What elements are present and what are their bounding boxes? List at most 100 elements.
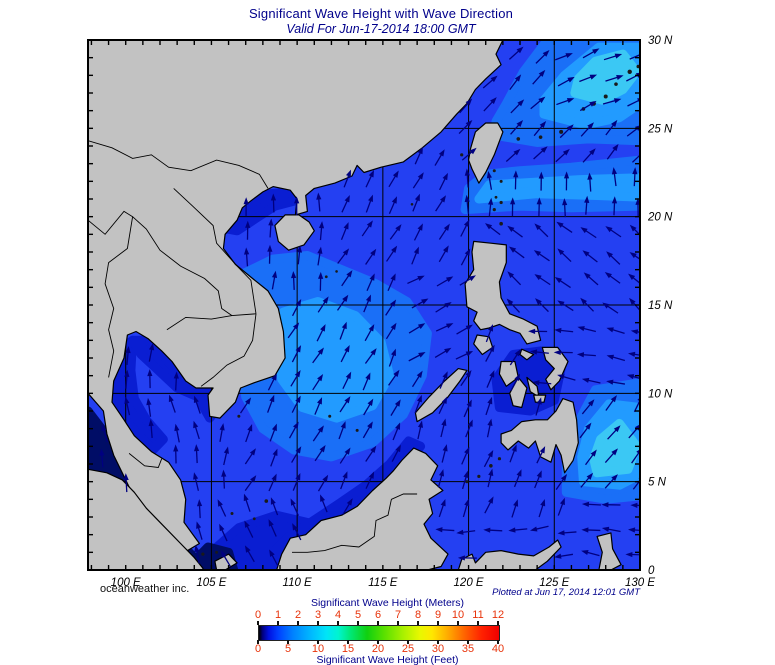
arrow-shaft — [365, 174, 373, 188]
island-dot-17 — [477, 474, 481, 478]
arrow-shaft — [220, 528, 228, 542]
arrow-head — [540, 146, 548, 153]
arrow-shaft — [534, 474, 541, 489]
arrow-shaft — [408, 325, 422, 334]
arrow-shaft — [557, 78, 571, 87]
arrow-head — [443, 245, 449, 253]
arrow-head — [391, 196, 398, 204]
arrow-shaft — [465, 423, 472, 438]
arrow-head — [534, 223, 542, 231]
arrow-shaft — [239, 401, 249, 414]
arrow-head — [269, 549, 275, 557]
arrow-head — [124, 369, 130, 377]
arrow-shaft — [102, 428, 108, 443]
island-dot-5 — [603, 94, 608, 99]
legend-feet-tick-10 — [317, 640, 319, 644]
legend-feet-tick-30 — [437, 640, 439, 644]
arrow-head — [465, 370, 472, 378]
arrow-shaft — [291, 303, 300, 317]
arrow-head — [417, 146, 423, 155]
arrow-shaft — [222, 554, 232, 567]
arrow-shaft — [509, 448, 516, 463]
arrow-shaft — [175, 428, 180, 443]
arrow-shaft — [510, 274, 522, 286]
arrow-shaft — [362, 376, 370, 391]
arrow-head — [627, 527, 636, 533]
legend-feet-tick-5 — [287, 640, 289, 644]
arrow-shaft — [437, 473, 443, 488]
arrow-head — [416, 394, 422, 403]
wave-direction-arrows — [99, 46, 640, 567]
arrow-shaft — [609, 228, 622, 238]
arrow-shaft — [534, 351, 549, 354]
arrow-shaft — [194, 476, 200, 491]
arrow-shaft — [292, 477, 300, 491]
chart-title: Significant Wave Height with Wave Direct… — [248, 6, 514, 21]
arrow-shaft — [293, 527, 302, 541]
arrow-head — [592, 48, 600, 55]
arrow-head — [294, 370, 301, 378]
arrow-shaft — [343, 173, 350, 188]
legend-meters-value-8: 8 — [414, 609, 422, 621]
arrow-head — [610, 395, 617, 403]
arrow-head — [577, 326, 585, 332]
wave-map: 100 E 105 E 110 E 115 E 120 E 125 E 130 E 30 N 2… — [87, 35, 673, 589]
legend-meters-value-1: 1 — [274, 609, 282, 621]
arrow-head — [466, 399, 472, 407]
arrow-shaft — [411, 251, 418, 265]
arrow-shaft — [460, 252, 469, 266]
arrow-head — [559, 497, 565, 506]
arrow-shaft — [606, 304, 619, 314]
arrow-shaft — [534, 525, 549, 531]
arrow-head — [221, 469, 227, 477]
arrow-head — [528, 328, 536, 334]
legend-meters-value-3: 3 — [314, 609, 322, 621]
arrow-shaft — [365, 475, 373, 489]
legend-feet-tick-40 — [497, 640, 499, 644]
arrow-shaft — [440, 528, 455, 532]
arrow-shaft — [438, 227, 448, 240]
island-dot-18 — [489, 463, 493, 468]
arrow-shaft — [364, 351, 375, 364]
arrow-head — [630, 502, 638, 508]
arrow-shaft — [537, 252, 550, 262]
arrow-head — [391, 348, 396, 357]
arrow-shaft — [271, 275, 276, 290]
arrow-shaft — [342, 502, 351, 515]
arrow-head — [507, 271, 515, 279]
arrow-shaft — [513, 528, 528, 531]
arrow-shaft — [312, 377, 321, 391]
island-dot-21 — [252, 517, 256, 521]
arrow-shaft — [581, 402, 592, 415]
arrow-shaft — [580, 476, 591, 488]
arrow-shaft — [362, 425, 371, 439]
arrow-head — [346, 169, 351, 178]
arrow-shaft — [585, 252, 598, 263]
arrow-shaft — [438, 249, 447, 263]
credit-oceanweather: oceanweather inc. — [100, 583, 190, 595]
arrow-head — [554, 277, 563, 284]
arrow-shaft — [435, 304, 448, 313]
arrow-head — [516, 120, 524, 128]
arrow-shaft — [411, 374, 421, 388]
island-dot-30 — [410, 203, 414, 206]
arrow-head — [538, 96, 546, 104]
arrow-shaft — [631, 451, 640, 464]
arrow-head — [317, 373, 324, 382]
arrow-head — [539, 446, 546, 454]
arrow-head — [318, 271, 324, 279]
arrow-head — [125, 345, 131, 354]
arrow-head — [553, 349, 561, 356]
arrow-head — [589, 148, 596, 156]
arrow-shaft — [197, 526, 203, 540]
arrow-shaft — [607, 428, 618, 440]
arrow-head — [562, 198, 568, 206]
arrow-head — [583, 272, 591, 279]
arrow-shaft — [195, 549, 200, 564]
arrow-shaft — [387, 277, 395, 291]
plotted-timestamp: Plotted at Jun 17, 2014 12:01 GMT — [492, 587, 640, 598]
arrow-head — [465, 98, 473, 106]
arrow-shaft — [610, 381, 626, 385]
island-dot-26 — [355, 428, 359, 432]
legend-meters-value-6: 6 — [374, 609, 382, 621]
